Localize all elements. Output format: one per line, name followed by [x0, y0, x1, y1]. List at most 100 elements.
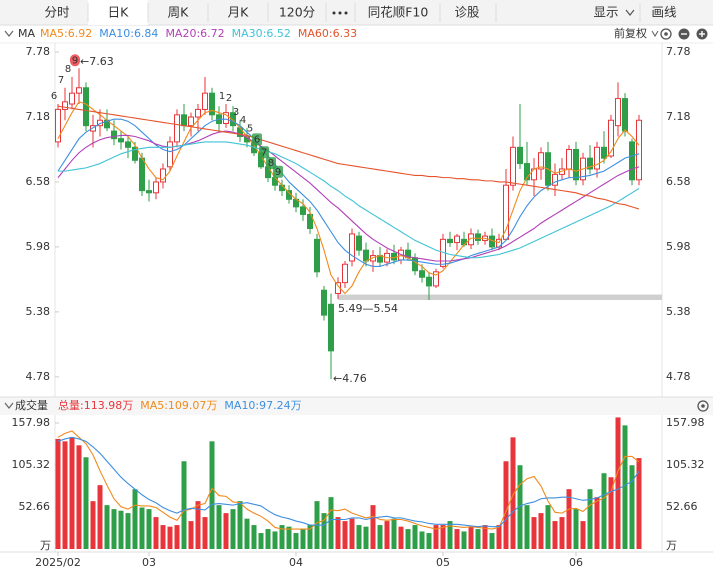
y-tick-label: 157.98: [666, 416, 705, 429]
volume-bar: [531, 517, 537, 549]
x-tick-label: 2025/02: [35, 556, 81, 569]
volume-bar: [76, 445, 82, 549]
collapse-arrow[interactable]: [4, 30, 14, 37]
candle-body: [468, 233, 474, 246]
candle-body: [209, 92, 215, 116]
volume-bar: [398, 526, 404, 549]
volume-bar: [251, 525, 257, 549]
volume-title: 成交量: [15, 398, 48, 412]
volume-bar: [559, 517, 565, 549]
volume-bar: [489, 533, 495, 549]
volume-bar: [419, 531, 425, 549]
tab-separators: [87, 3, 641, 22]
draw-tool[interactable]: 画线: [651, 5, 677, 20]
y-tick-label: 6.58: [666, 175, 691, 188]
volume-bar: [342, 521, 348, 549]
y-tick-label: 4.78: [26, 370, 51, 383]
candle-body: [615, 98, 621, 127]
candle-body: [62, 101, 68, 110]
volume-bar: [440, 525, 446, 549]
price-annotation: ←4.76: [333, 372, 367, 385]
candle-body: [132, 146, 138, 161]
sequence-label: 8: [65, 64, 71, 75]
y-tick-label: 105.32: [12, 458, 51, 471]
ma-title: MA: [18, 27, 35, 40]
volume-bar: [461, 531, 467, 549]
collapse-arrow[interactable]: [4, 402, 14, 409]
volume-bar: [160, 525, 166, 549]
tab[interactable]: 周K: [168, 5, 190, 20]
volume-bar: [132, 489, 138, 549]
y-tick-label: 157.98: [12, 416, 51, 429]
volume-bar: [258, 533, 264, 549]
tab[interactable]: 120分: [279, 5, 315, 20]
volume-settings[interactable]: [697, 400, 709, 412]
x-tick-label: 03: [142, 556, 156, 569]
candle-body: [181, 114, 187, 127]
volume-bar: [552, 521, 558, 549]
x-tick-label: 05: [436, 556, 450, 569]
sequence-label: 7: [261, 147, 267, 158]
candle-body: [356, 235, 362, 251]
volume-total: 总量:113.98万: [58, 398, 133, 412]
sequence-label: 4: [240, 115, 246, 126]
sequence-badge: [252, 133, 262, 146]
y-tick-label: 52.66: [666, 500, 698, 513]
candle-body: [55, 108, 61, 143]
candle-body: [125, 141, 131, 148]
candle-body: [475, 233, 481, 241]
volume-bar: [328, 497, 334, 549]
tab[interactable]: 诊股: [454, 5, 480, 20]
volume-bar: [300, 529, 306, 549]
volume-bar: [139, 507, 145, 549]
volume-bar: [237, 501, 243, 549]
sequence-label: 5: [247, 123, 253, 134]
volume-bar: [412, 525, 418, 549]
candle-body: [307, 213, 313, 230]
candle-body: [146, 190, 152, 194]
candle-body: [349, 233, 355, 262]
volume-bar: [510, 437, 516, 549]
candle-body: [412, 257, 418, 272]
volume-bar: [447, 521, 453, 549]
volume-bar: [230, 509, 236, 549]
volume-bar: [111, 509, 117, 549]
volume-bar: [118, 510, 124, 549]
volume-bar: [573, 509, 579, 549]
volume-unit: 万: [666, 539, 677, 552]
ma-line: [57, 118, 640, 267]
volume-bar: [195, 501, 201, 549]
legend-entry: MA5:6.92: [40, 27, 92, 40]
volume-bar: [538, 513, 544, 549]
legend-entry: MA30:6.52: [232, 27, 291, 40]
volume-bar: [104, 505, 110, 549]
tab[interactable]: 分时: [44, 5, 70, 20]
candle-body: [83, 87, 89, 127]
display-menu[interactable]: 显示: [593, 5, 618, 20]
candle-body: [230, 112, 236, 127]
volume-bar: [202, 517, 208, 549]
volume-bar: [55, 438, 61, 549]
volume-bar: [209, 441, 215, 549]
candle-body: [69, 92, 75, 105]
y-tick-label: 7.18: [26, 110, 51, 123]
sequence-label: 6: [254, 134, 260, 145]
volume-bar: [503, 461, 509, 549]
y-tick-label: 5.38: [666, 305, 691, 318]
ma-line: [57, 101, 640, 295]
y-tick-label: 7.78: [666, 45, 691, 58]
more-button[interactable]: [332, 11, 348, 15]
candle-body: [566, 148, 572, 170]
tab[interactable]: 日K: [108, 5, 130, 20]
candle-body: [223, 112, 229, 124]
panel-icons[interactable]: [660, 28, 708, 40]
volume-bar: [244, 518, 250, 549]
tab[interactable]: 月K: [228, 5, 250, 20]
candle-body: [167, 141, 173, 168]
adjust-mode[interactable]: 前复权: [614, 26, 647, 40]
tab[interactable]: 同花顺F10: [368, 5, 429, 20]
candle-body: [139, 157, 145, 192]
candle-body: [328, 303, 334, 352]
candle-body: [573, 148, 579, 181]
candle-body: [111, 130, 117, 140]
